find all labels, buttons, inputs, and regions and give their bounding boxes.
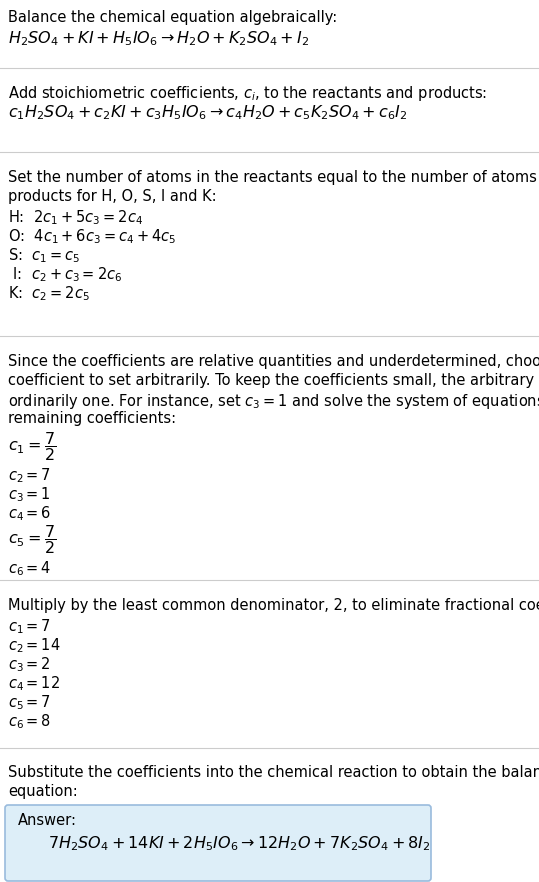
Text: $c_6 = 4$: $c_6 = 4$ [8, 559, 51, 578]
Text: $c_2 = 14$: $c_2 = 14$ [8, 636, 61, 654]
Text: $7 H_{2}SO_{4} + 14 KI + 2 H_{5}IO_{6}  \rightarrow  12 H_{2}O + 7 K_{2}SO_{4} +: $7 H_{2}SO_{4} + 14 KI + 2 H_{5}IO_{6} \… [48, 834, 431, 853]
Text: coefficient to set arbitrarily. To keep the coefficients small, the arbitrary va: coefficient to set arbitrarily. To keep … [8, 373, 539, 388]
Text: $c_5 = 7$: $c_5 = 7$ [8, 693, 51, 712]
Text: H:  $2 c_1 + 5 c_3 = 2 c_4$: H: $2 c_1 + 5 c_3 = 2 c_4$ [8, 208, 143, 227]
Text: $c_1 = 7$: $c_1 = 7$ [8, 617, 51, 636]
Text: O:  $4 c_1 + 6 c_3 = c_4 + 4 c_5$: O: $4 c_1 + 6 c_3 = c_4 + 4 c_5$ [8, 227, 176, 246]
Text: Substitute the coefficients into the chemical reaction to obtain the balanced: Substitute the coefficients into the che… [8, 765, 539, 780]
Text: $c_4 = 6$: $c_4 = 6$ [8, 504, 51, 523]
Text: Add stoichiometric coefficients, $c_i$, to the reactants and products:: Add stoichiometric coefficients, $c_i$, … [8, 84, 487, 103]
Text: $c_{1} H_{2}SO_{4} + c_{2} KI + c_{3} H_{5}IO_{6}  \rightarrow  c_{4} H_{2}O + c: $c_{1} H_{2}SO_{4} + c_{2} KI + c_{3} H_… [8, 103, 407, 122]
Text: $c_3 = 1$: $c_3 = 1$ [8, 485, 51, 504]
Text: products for H, O, S, I and K:: products for H, O, S, I and K: [8, 189, 217, 204]
Text: $c_5 = \dfrac{7}{2}$: $c_5 = \dfrac{7}{2}$ [8, 523, 56, 556]
Text: $c_3 = 2$: $c_3 = 2$ [8, 655, 51, 674]
Text: $c_4 = 12$: $c_4 = 12$ [8, 674, 60, 692]
Text: Set the number of atoms in the reactants equal to the number of atoms in the: Set the number of atoms in the reactants… [8, 170, 539, 185]
Text: $H_{2}SO_{4} + KI + H_{5}IO_{6}  \rightarrow  H_{2}O + K_{2}SO_{4} + I_{2}$: $H_{2}SO_{4} + KI + H_{5}IO_{6} \rightar… [8, 29, 309, 48]
Text: S:  $c_1 = c_5$: S: $c_1 = c_5$ [8, 246, 80, 265]
Text: K:  $c_2 = 2 c_5$: K: $c_2 = 2 c_5$ [8, 284, 89, 303]
Text: Multiply by the least common denominator, 2, to eliminate fractional coefficient: Multiply by the least common denominator… [8, 598, 539, 613]
Text: Answer:: Answer: [18, 813, 77, 828]
Text: I:  $c_2 + c_3 = 2 c_6$: I: $c_2 + c_3 = 2 c_6$ [8, 265, 122, 284]
Text: Since the coefficients are relative quantities and underdetermined, choose a: Since the coefficients are relative quan… [8, 354, 539, 369]
Text: equation:: equation: [8, 784, 78, 799]
Text: Balance the chemical equation algebraically:: Balance the chemical equation algebraica… [8, 10, 337, 25]
Text: $c_1 = \dfrac{7}{2}$: $c_1 = \dfrac{7}{2}$ [8, 430, 56, 463]
FancyBboxPatch shape [5, 805, 431, 881]
Text: $c_2 = 7$: $c_2 = 7$ [8, 466, 51, 485]
Text: ordinarily one. For instance, set $c_3 = 1$ and solve the system of equations fo: ordinarily one. For instance, set $c_3 =… [8, 392, 539, 411]
Text: $c_6 = 8$: $c_6 = 8$ [8, 712, 51, 730]
Text: remaining coefficients:: remaining coefficients: [8, 411, 176, 426]
